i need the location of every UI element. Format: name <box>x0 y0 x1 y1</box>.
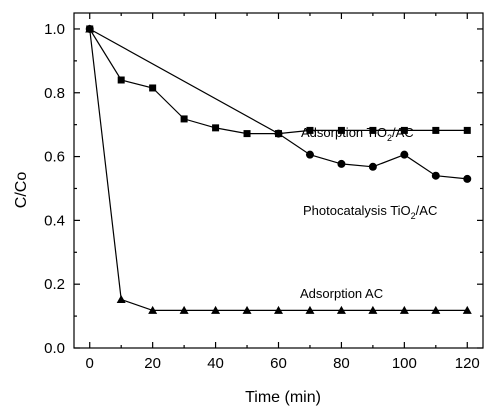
plot-frame <box>73 12 484 349</box>
triangle-marker <box>211 305 221 314</box>
square-marker <box>117 76 125 84</box>
triangle-marker <box>431 305 441 314</box>
square-marker <box>369 126 377 134</box>
triangle-marker <box>462 305 472 314</box>
triangle-marker <box>85 24 95 33</box>
series-triangle <box>85 24 472 314</box>
y-tick-label: 0.6 <box>44 149 65 166</box>
square-marker <box>306 126 314 134</box>
x-tick-label: 120 <box>455 355 480 372</box>
x-tick-label: 20 <box>144 355 161 372</box>
x-tick-label: 60 <box>270 355 287 372</box>
triangle-marker <box>399 305 409 314</box>
series-line-circle <box>89 28 468 180</box>
circle-marker <box>274 129 283 138</box>
x-axis-title: Time (min) <box>245 389 321 406</box>
y-axis-title: C/Co <box>13 172 30 209</box>
square-marker <box>337 126 345 134</box>
series-layer <box>85 24 472 314</box>
circle-marker <box>431 171 440 180</box>
triangle-marker <box>305 305 315 314</box>
series-line-square <box>89 28 468 135</box>
y-tick-label: 0.4 <box>44 212 65 229</box>
x-tick-label: 40 <box>207 355 224 372</box>
square-marker <box>463 126 471 134</box>
square-marker <box>180 115 188 123</box>
y-tick-label: 0.0 <box>44 340 65 357</box>
x-tick-label: 80 <box>333 355 350 372</box>
circle-marker <box>368 162 377 171</box>
y-axis-ticks: 0.0 0.2 0.4 0.6 0.8 1.0 <box>44 21 483 357</box>
x-tick-label: 100 <box>392 355 417 372</box>
annotation-adsorption-ac: Adsorption AC <box>300 286 383 301</box>
circle-marker <box>463 174 472 183</box>
triangle-marker <box>148 305 158 314</box>
x-tick-label: 0 <box>86 355 94 372</box>
triangle-marker <box>274 305 283 314</box>
square-marker <box>432 126 440 134</box>
circle-marker <box>337 159 346 168</box>
y-tick-label: 0.8 <box>44 85 65 102</box>
annotation-photocatalysis-tio2-ac: Photocatalysis TiO2/AC <box>303 203 437 221</box>
circle-marker <box>400 150 409 159</box>
triangle-marker <box>242 305 252 314</box>
triangle-marker <box>179 305 189 314</box>
annotation-adsorption-tio2-ac: Adsorption TiO2/AC <box>301 125 414 143</box>
y-tick-label: 1.0 <box>44 21 65 38</box>
x-axis-ticks: 0 20 40 60 80 100 120 <box>86 13 480 372</box>
series-line-triangle <box>89 28 468 311</box>
triangle-marker <box>116 295 126 304</box>
square-marker <box>212 124 220 132</box>
square-marker <box>400 126 408 134</box>
triangle-marker <box>336 305 346 314</box>
circle-marker <box>305 150 314 159</box>
series-circle <box>85 24 472 183</box>
axes-frame <box>73 12 484 349</box>
triangle-marker <box>368 305 378 314</box>
y-tick-label: 0.2 <box>44 276 65 293</box>
square-marker <box>149 84 157 92</box>
series-square <box>86 25 471 138</box>
square-marker <box>243 130 251 138</box>
